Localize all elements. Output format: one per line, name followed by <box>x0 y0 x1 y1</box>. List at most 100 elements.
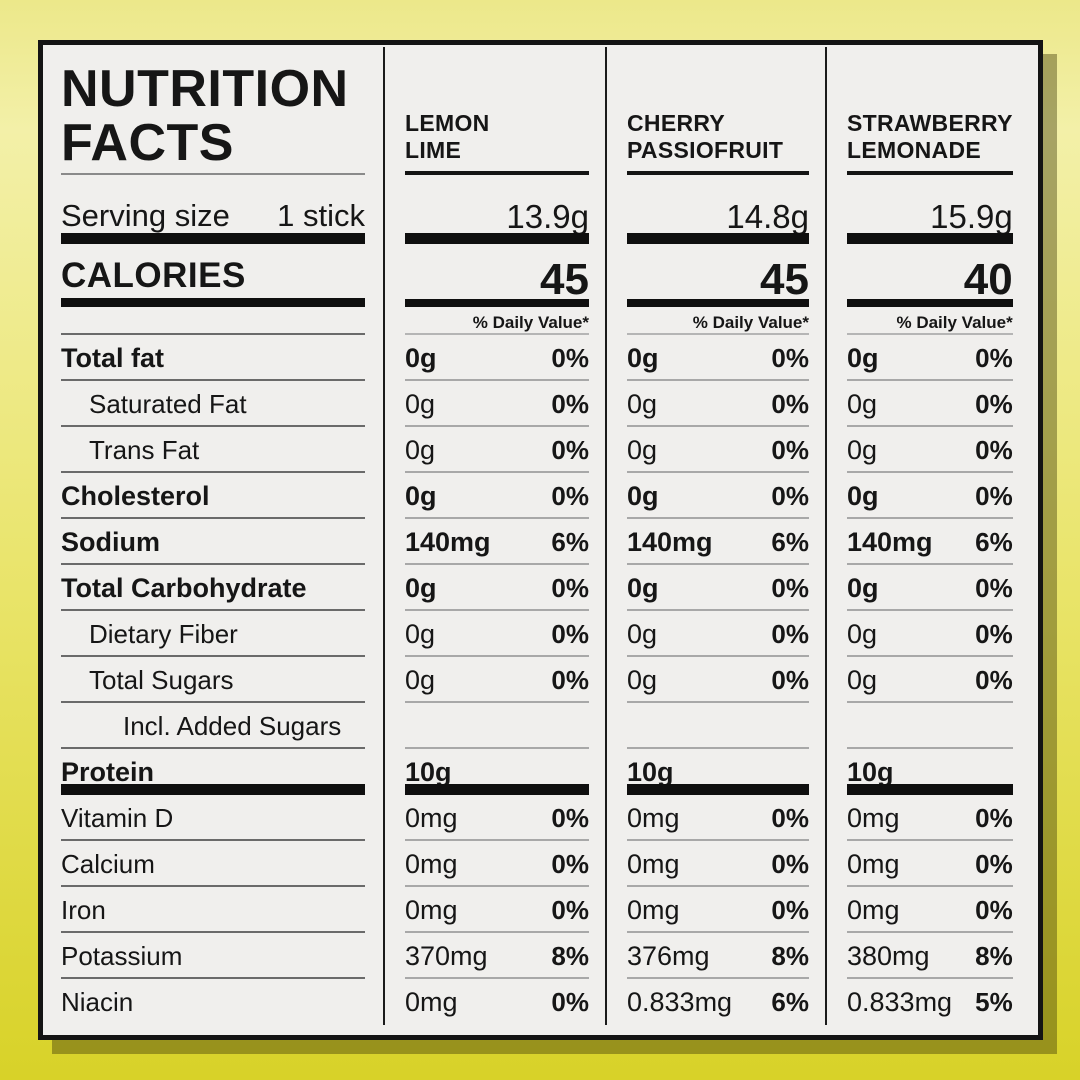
percent-value: 0% <box>771 618 809 649</box>
row-rule <box>61 655 365 657</box>
amount-value: 0g <box>405 434 436 465</box>
nutrient-value-cell: 0.833mg 6% <box>605 979 825 1025</box>
percent-value: 0% <box>551 572 589 603</box>
row-rule <box>627 425 809 427</box>
nutrient-value-cell: 0g 0% <box>383 381 605 427</box>
nutrient-value-cell: 0mg 0% <box>825 887 1029 933</box>
nutrient-value-cell: 370mg 8% <box>383 933 605 979</box>
flavor-name-line-1: CHERRY <box>627 110 726 137</box>
percent-value: 0% <box>551 434 589 465</box>
nutrient-label: Total Carbohydrate <box>61 572 307 603</box>
nutrient-value-cell: 0mg 0% <box>383 795 605 841</box>
column-divider-1 <box>383 47 385 1025</box>
flavor-header-2: CHERRY PASSIOFRUIT <box>605 61 825 175</box>
flavor-header-underline <box>405 171 589 175</box>
percent-value: 5% <box>975 986 1013 1017</box>
percent-value: 0% <box>551 480 589 511</box>
daily-value-note-cell: % Daily Value* <box>825 307 1029 335</box>
amount-value: 0g <box>405 618 436 649</box>
nutrient-value-cell: 0g 0% <box>825 565 1029 611</box>
panel-title-cell: NUTRITION FACTS <box>61 61 383 175</box>
nutrient-label: Saturated Fat <box>89 388 247 419</box>
row-rule <box>405 885 589 887</box>
amount-value: 0mg <box>405 986 458 1017</box>
nutrient-value-cell: 0mg 0% <box>605 887 825 933</box>
amount-value: 0g <box>847 480 879 511</box>
amount-value: 0mg <box>627 802 680 833</box>
serving-size-label: Serving size <box>61 198 230 233</box>
row-rule <box>61 701 365 703</box>
amount-value: 0g <box>627 664 658 695</box>
row-rule <box>405 609 589 611</box>
nutrient-label: Trans Fat <box>89 434 200 465</box>
amount-value: 140mg <box>847 526 933 557</box>
title-underline <box>61 173 365 175</box>
nutrient-label-cell: Incl. Added Sugars <box>61 703 383 749</box>
row-rule <box>627 471 809 473</box>
calories-value-cell: 45 <box>383 244 605 307</box>
flavor-name-line-1: STRAWBERRY <box>847 110 1013 137</box>
daily-value-note: % Daily Value* <box>896 313 1013 332</box>
amount-value: 0mg <box>847 848 900 879</box>
percent-value: 0% <box>551 618 589 649</box>
nutrient-value-cell: 0g 0% <box>825 381 1029 427</box>
row-rule <box>405 655 589 657</box>
row-rule <box>847 885 1013 887</box>
nutrient-value-cell: 0g 0% <box>605 473 825 519</box>
percent-value: 0% <box>975 434 1013 465</box>
row-rule <box>61 471 365 473</box>
percent-value: 0% <box>551 894 589 925</box>
amount-value: 0g <box>847 388 878 419</box>
flavor-name-line-1: LEMON <box>405 110 490 137</box>
percent-value: 0% <box>975 802 1013 833</box>
row-rule <box>847 931 1013 933</box>
serving-thick-bar <box>627 233 809 244</box>
nutrient-value-cell: 0g 0% <box>605 657 825 703</box>
nutrient-label: Sodium <box>61 526 160 557</box>
flavor-header-1: LEMON LIME <box>383 61 605 175</box>
amount-value: 0g <box>405 388 436 419</box>
row-rule <box>847 747 1013 749</box>
row-rule <box>405 931 589 933</box>
serving-weight-cell: 14.8g <box>605 175 825 244</box>
facts-grid: NUTRITION FACTS LEMON LIME CHERRY PASSIOFRUIT… <box>61 61 1020 1025</box>
percent-value: 0% <box>975 664 1013 695</box>
serving-size-value: 1 stick <box>277 198 365 233</box>
row-rule <box>405 784 589 795</box>
nutrient-label-cell: Protein <box>61 749 383 795</box>
amount-value: 0g <box>627 618 658 649</box>
nutrient-value-cell: 140mg 6% <box>825 519 1029 565</box>
amount-value: 0g <box>627 342 659 373</box>
row-rule <box>405 471 589 473</box>
row-rule <box>627 609 809 611</box>
percent-value: 8% <box>975 940 1013 971</box>
amount-value: 0.833mg <box>847 986 953 1017</box>
nutrient-label: Dietary Fiber <box>89 618 238 649</box>
amount-value: 10g <box>847 756 894 787</box>
amount-value: 0g <box>405 342 437 373</box>
serving-weight-cell: 13.9g <box>383 175 605 244</box>
percent-value: 0% <box>771 388 809 419</box>
amount-value: 0g <box>405 572 437 603</box>
row-rule <box>847 977 1013 979</box>
flavor-name-line-2: PASSIOFRUIT <box>627 136 784 163</box>
percent-value: 0% <box>551 664 589 695</box>
calories-thick-bar <box>627 299 809 307</box>
row-rule <box>627 333 809 335</box>
amount-value: 0g <box>847 618 878 649</box>
nutrient-value-cell: 0g 0% <box>605 381 825 427</box>
nutrient-value-cell: 0g 0% <box>383 335 605 381</box>
amount-value: 0.833mg <box>627 986 733 1017</box>
row-rule <box>61 784 365 795</box>
nutrient-value-cell: 0mg 0% <box>383 887 605 933</box>
nutrient-value-cell <box>605 703 825 749</box>
row-rule <box>847 609 1013 611</box>
row-rule <box>627 517 809 519</box>
amount-value: 0mg <box>405 894 458 925</box>
row-rule <box>627 563 809 565</box>
percent-value: 8% <box>771 940 809 971</box>
amount-value: 0g <box>847 342 879 373</box>
nutrient-label-cell: Total fat <box>61 335 383 381</box>
percent-value: 0% <box>551 802 589 833</box>
serving-weight-value: 15.9g <box>930 198 1013 235</box>
